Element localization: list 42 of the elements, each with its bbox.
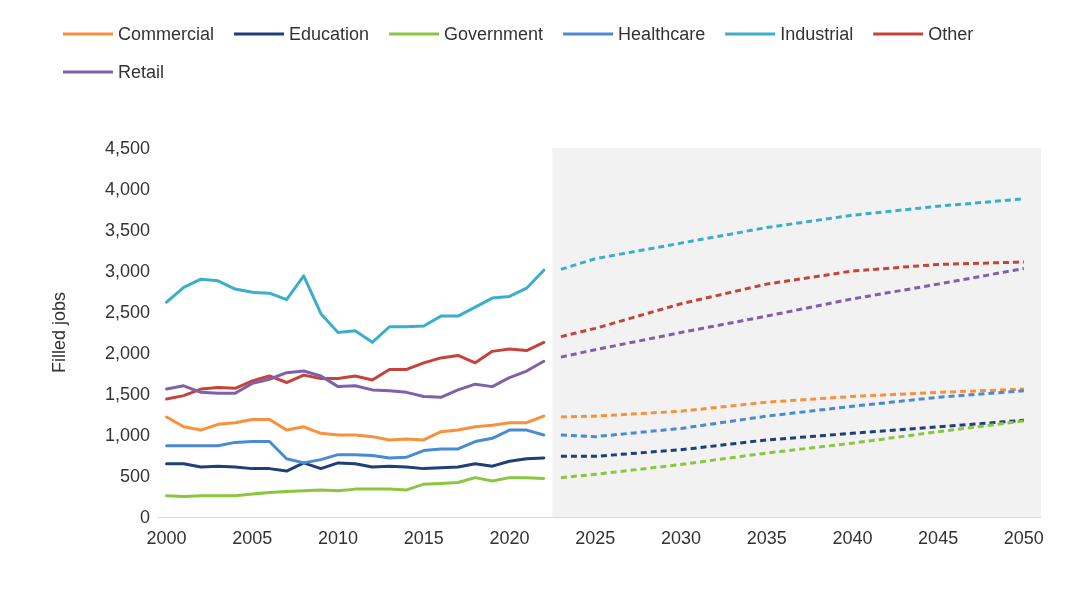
x-tick-label: 2050 [1003, 528, 1044, 548]
y-tick-label: 2,000 [104, 343, 150, 363]
line-series [559, 387, 1026, 419]
line-series [559, 260, 1026, 339]
y-tick-label: 2,500 [104, 302, 150, 322]
legend-label: Government [444, 24, 544, 44]
line-series [559, 389, 1026, 439]
x-tick-label: 2020 [489, 528, 530, 548]
x-tick-label: 2010 [318, 528, 359, 548]
legend-label: Industrial [780, 24, 854, 44]
legend-label: Education [289, 24, 370, 44]
x-tick-label: 2045 [918, 528, 959, 548]
x-tick-label: 2035 [746, 528, 787, 548]
line-series [165, 456, 546, 473]
y-tick-label: 4,000 [104, 179, 150, 199]
line-series [559, 267, 1026, 359]
line-series [165, 414, 546, 442]
y-tick-label: 3,000 [104, 261, 150, 281]
legend-label: Healthcare [618, 24, 706, 44]
x-tick-label: 2000 [146, 528, 187, 548]
y-tick-label: 1,500 [104, 384, 150, 404]
x-tick-label: 2040 [832, 528, 873, 548]
y-tick-label: 1,000 [104, 425, 150, 445]
line-series [165, 359, 546, 399]
x-tick-label: 2030 [660, 528, 701, 548]
y-axis-title: Filled jobs [49, 291, 69, 374]
line-series [165, 268, 546, 344]
line-series [559, 418, 1026, 458]
legend-label: Commercial [118, 24, 215, 44]
line-series [165, 476, 546, 498]
x-tick-label: 2015 [403, 528, 444, 548]
legend-label: Retail [118, 62, 165, 82]
line-series [559, 419, 1026, 480]
line-series [165, 428, 546, 465]
y-tick-label: 0 [139, 507, 150, 527]
legend-label: Other [928, 24, 974, 44]
y-tick-label: 3,500 [104, 220, 150, 240]
y-tick-label: 500 [119, 466, 150, 486]
x-tick-label: 2005 [232, 528, 273, 548]
y-tick-label: 4,500 [104, 138, 150, 158]
x-tick-label: 2025 [575, 528, 616, 548]
line-series [165, 340, 546, 401]
